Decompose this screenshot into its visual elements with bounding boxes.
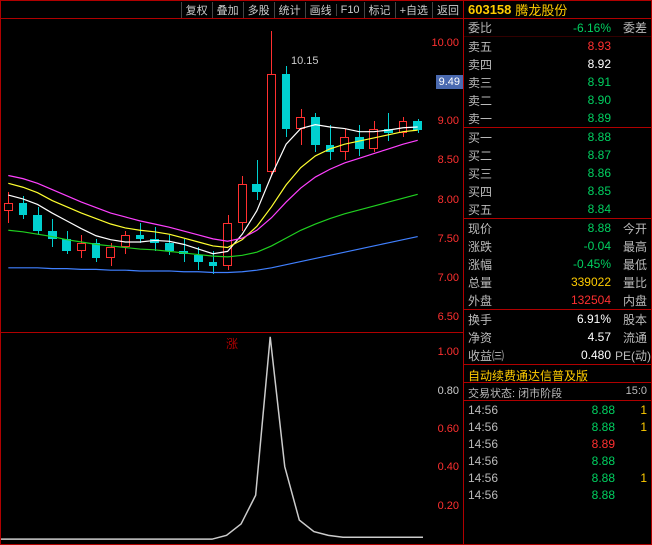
stock-code: 603158: [468, 2, 511, 17]
stock-name: 腾龙股份: [515, 0, 567, 19]
stat-row: 涨幅-0.45%最低: [464, 255, 651, 273]
current-price-tag: 9.49: [436, 75, 463, 89]
asks-row: 卖五8.93: [464, 37, 651, 55]
toolbar-返回[interactable]: 返回: [432, 2, 463, 18]
stat-row: 收益㈢0.480PE(动): [464, 346, 651, 364]
bids-row: 买四8.85: [464, 182, 651, 200]
tick-row: 14:568.89: [464, 435, 651, 452]
weibi-row: 委比 -6.16% 委差: [464, 19, 651, 37]
bids-row: 买一8.88: [464, 128, 651, 146]
auto-renew-banner[interactable]: 自动续费通达信普及版: [464, 365, 651, 383]
tick-row: 14:568.881: [464, 418, 651, 435]
quote-panel: 603158 腾龙股份 委比 -6.16% 委差 卖五8.93卖四8.92卖三8…: [464, 0, 652, 545]
stat-row: 净资4.57流通: [464, 328, 651, 346]
volume-chart[interactable]: 涨 1.000.800.600.400.20: [1, 333, 463, 544]
trade-status: 交易状态: 闭市阶段 15:0: [464, 383, 651, 401]
stat-row: 现价8.88今开: [464, 219, 651, 237]
bids-row: 买五8.84: [464, 200, 651, 218]
toolbar-F10[interactable]: F10: [336, 4, 364, 16]
stat-row: 外盘132504内盘: [464, 291, 651, 309]
toolbar-多股[interactable]: 多股: [243, 2, 274, 18]
toolbar-统计[interactable]: 统计: [274, 2, 305, 18]
asks-row: 卖二8.90: [464, 91, 651, 109]
candlestick-chart[interactable]: 10.009.509.008.508.007.507.006.50 10.15 …: [1, 19, 463, 333]
chart-panel: 复权叠加多股统计画线F10标记+自选返回 10.009.509.008.508.…: [0, 0, 464, 545]
toolbar-标记[interactable]: 标记: [364, 2, 395, 18]
asks-row: 卖三8.91: [464, 73, 651, 91]
asks-row: 卖一8.89: [464, 109, 651, 127]
tick-row: 14:568.881: [464, 469, 651, 486]
bids-row: 买二8.87: [464, 146, 651, 164]
stat-row: 换手6.91%股本: [464, 310, 651, 328]
stat-row: 涨跌-0.04最高: [464, 237, 651, 255]
tick-row: 14:568.881: [464, 401, 651, 418]
toolbar-叠加[interactable]: 叠加: [212, 2, 243, 18]
asks-row: 卖四8.92: [464, 55, 651, 73]
toolbar-复权[interactable]: 复权: [181, 2, 212, 18]
tick-row: 14:568.88: [464, 486, 651, 503]
toolbar: 复权叠加多股统计画线F10标记+自选返回: [1, 1, 463, 19]
toolbar-画线[interactable]: 画线: [305, 2, 336, 18]
tick-list: 14:568.88114:568.88114:568.8914:568.8814…: [464, 401, 651, 544]
tick-row: 14:568.88: [464, 452, 651, 469]
high-annotation: 10.15: [291, 55, 319, 67]
stat-row: 总量339022量比: [464, 273, 651, 291]
toolbar-+自选[interactable]: +自选: [395, 2, 432, 18]
bids-row: 买三8.86: [464, 164, 651, 182]
stock-header[interactable]: 603158 腾龙股份: [464, 1, 651, 19]
